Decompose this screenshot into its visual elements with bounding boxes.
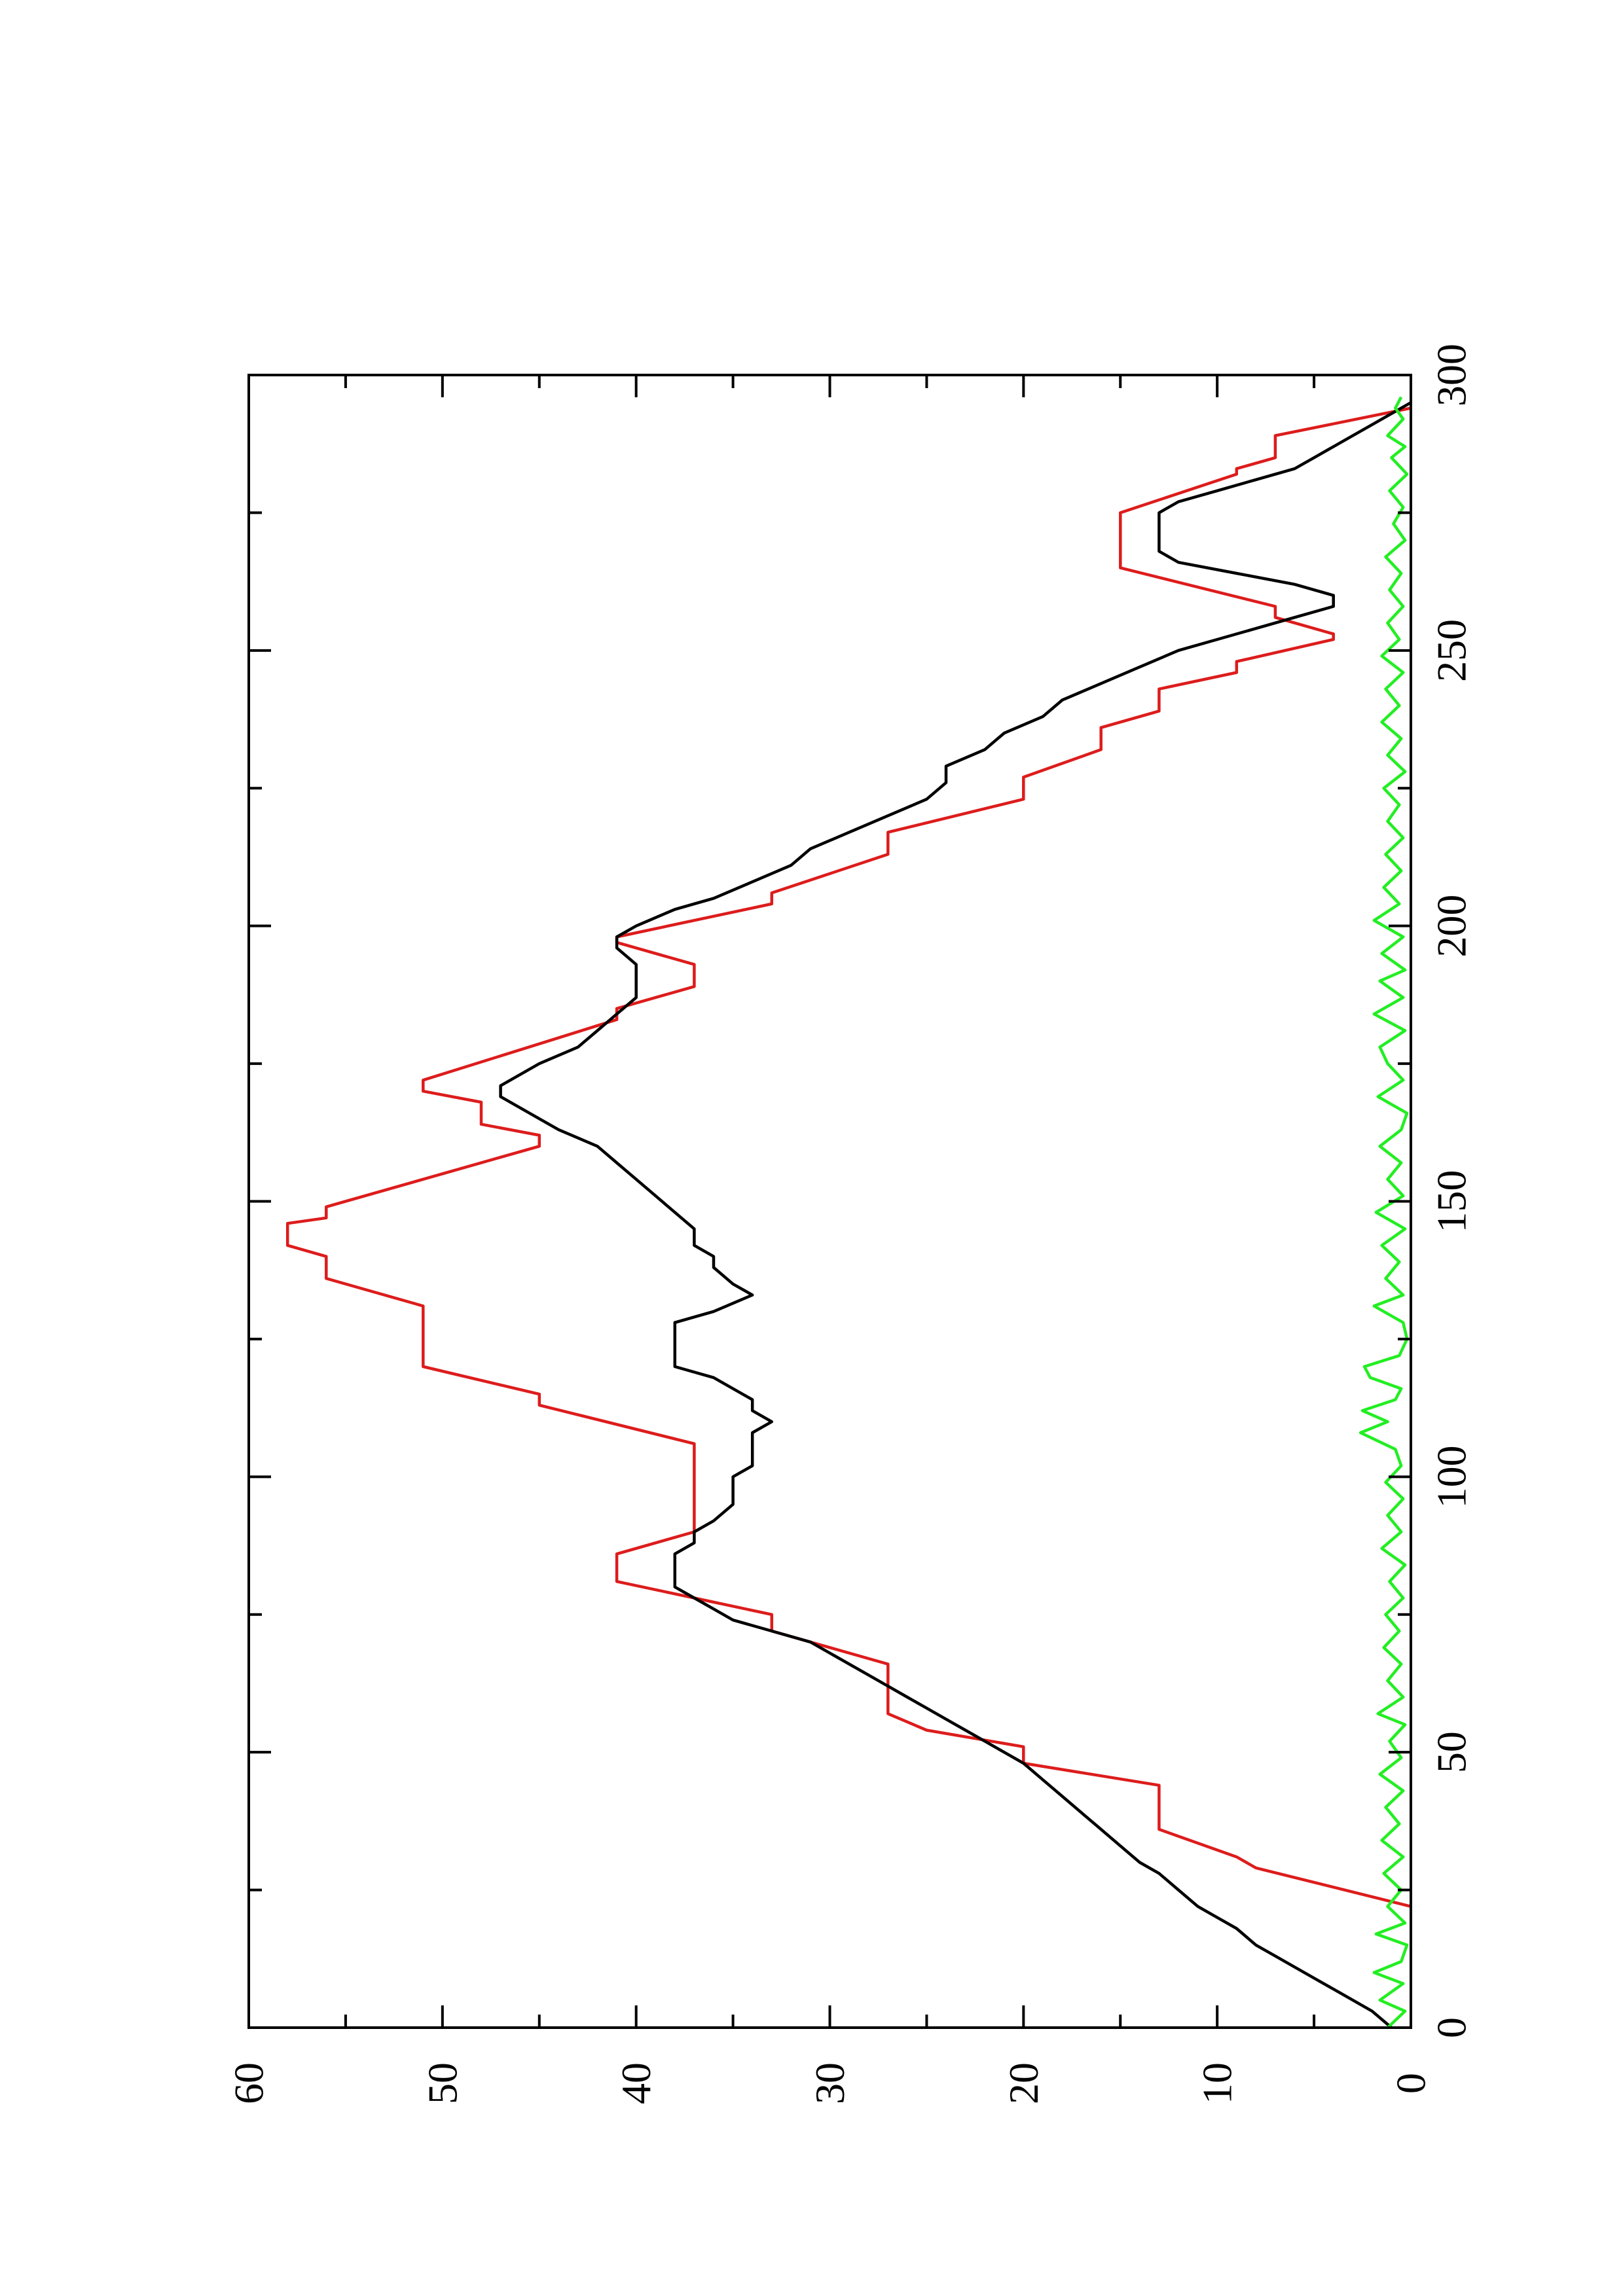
- tick-layer: [247, 374, 1412, 2029]
- y-tick-label: 50: [419, 2062, 465, 2104]
- x-tick-label: 300: [1429, 344, 1475, 406]
- y-tick-label: 60: [226, 2062, 272, 2104]
- series-line-3: [1359, 396, 1409, 2029]
- series-line-2: [499, 401, 1412, 2029]
- x-tick-label: 0: [1429, 2017, 1475, 2038]
- x-tick-label: 250: [1429, 619, 1475, 682]
- x-tick-label: 50: [1429, 1731, 1475, 1773]
- y-tick-label: 20: [1000, 2062, 1047, 2104]
- x-tick-label: 150: [1429, 1170, 1475, 1233]
- x-tick-label: 100: [1429, 1445, 1475, 1508]
- y-tick-label: 30: [807, 2062, 853, 2104]
- label-layer: 0 50 100 150 200 250 300 0 10 20 30 40 50 60: [226, 344, 1475, 2104]
- y-tick-label: 0: [1388, 2073, 1434, 2094]
- series-line-1: [285, 406, 1412, 1908]
- x-tick-label: 200: [1429, 895, 1475, 958]
- plot-frame: [247, 374, 1412, 2029]
- y-tick-label: 10: [1194, 2062, 1241, 2104]
- series-layer: [285, 396, 1412, 2029]
- y-tick-label: 40: [613, 2062, 659, 2104]
